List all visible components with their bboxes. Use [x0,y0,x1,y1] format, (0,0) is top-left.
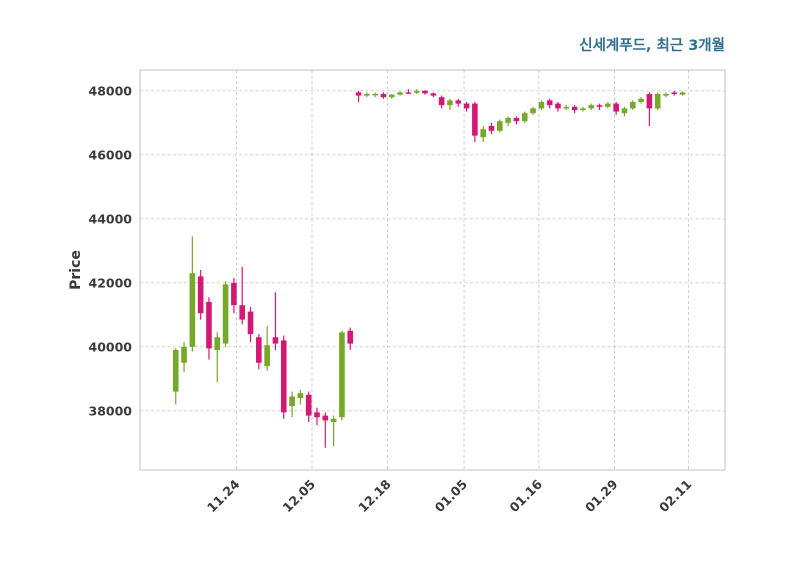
candle-body [413,90,420,93]
x-tick-label: 01.05 [432,477,471,516]
candle-body [679,92,686,95]
y-axis-title: Price [68,250,84,290]
candle-body [430,93,437,96]
x-tick-label: 02.11 [656,477,695,516]
candle-body [239,305,246,320]
candle-body [364,94,370,96]
candle-body [497,121,503,131]
x-tick-label: 12.05 [280,477,319,516]
candle-body [580,108,586,110]
candle-body [521,113,528,122]
candle-body [638,98,644,102]
candle-body [472,103,478,136]
candle-body [214,337,221,350]
candle-body [289,396,295,406]
y-tick-label: 40000 [89,339,133,354]
candle-body [538,102,545,109]
y-tick-label: 42000 [89,275,133,290]
candle-body [280,340,287,413]
candle-body [297,393,304,398]
chart-title: 신세계푸드, 최근 3개월 [579,36,725,54]
candle-body [555,103,561,109]
candle-body [671,92,678,94]
candle-body [181,346,187,363]
candle-body [305,394,312,416]
candle-body [372,94,378,96]
x-tick-label: 12.18 [355,477,394,516]
y-tick-label: 46000 [89,147,133,162]
candle-body [272,337,279,344]
candle-body [455,100,462,104]
candle-body [172,350,179,392]
candles-series [172,89,686,448]
candle-body [530,108,536,114]
gridlines [140,70,725,470]
candle-body [397,92,403,95]
candle-body [405,92,412,94]
candle-body [247,311,254,334]
candle-body [189,273,196,347]
candle-body [264,345,270,366]
candle-body [588,105,595,109]
candle-body [480,129,486,138]
candle-body [605,103,611,107]
candle-body [380,94,387,98]
plot-border [139,69,726,471]
candle-body [388,94,395,98]
candle-body [513,118,520,122]
candle-body [222,284,229,344]
candle-body [447,100,453,106]
candle-body [654,94,661,109]
x-axis-tick-labels: 11.24 12.05 12.18 01.05 01.16 01.29 02.11 [204,476,695,515]
candle-body [347,330,354,344]
candle-body [646,94,653,109]
candle-body [355,92,362,96]
candle-body [339,332,345,418]
x-tick-label: 11.24 [204,476,243,515]
candle-body [663,94,669,96]
candle-body [314,412,320,418]
candle-body [231,282,237,306]
y-tick-label: 48000 [89,83,133,98]
y-tick-label: 38000 [89,403,133,418]
candle-body [621,108,628,114]
candle-body [330,418,337,422]
candle-body [629,102,636,109]
candle-body [505,118,511,123]
candle-body [563,106,570,109]
candle-body [613,103,619,112]
candle-body [546,100,553,106]
candle-body [463,103,470,109]
candle-body [438,97,445,106]
candle-body [322,415,329,421]
candle-body [571,106,578,110]
y-axis-tick-labels: 38000 40000 42000 44000 46000 48000 [89,83,133,418]
candle-body [596,105,603,107]
candle-body [256,337,262,363]
x-tick-label: 01.16 [506,476,545,515]
candle-body [488,126,495,131]
candle-body [422,90,428,94]
candle-body [206,302,212,349]
x-tick-label: 01.29 [582,477,621,516]
candle-body [197,276,204,314]
y-tick-label: 44000 [89,211,133,226]
